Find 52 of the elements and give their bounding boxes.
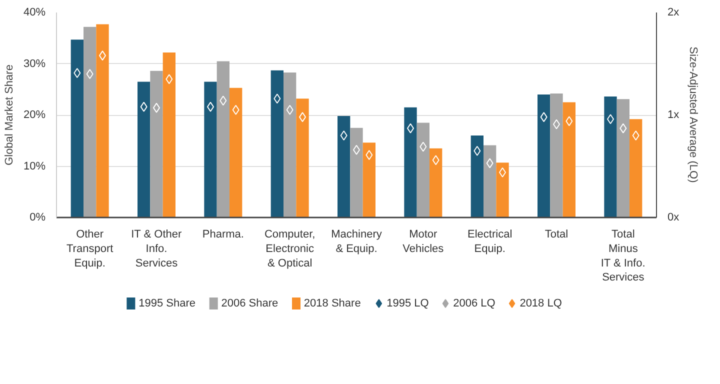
x-tick-label: Machinery & Equip. bbox=[331, 228, 382, 255]
x-tick-label: Total Minus IT & Info. Services bbox=[600, 228, 646, 284]
bar bbox=[616, 99, 630, 218]
y2-axis-title: Size-Adjusted Average (LQ) bbox=[687, 46, 700, 183]
legend-label: 2006 LQ bbox=[453, 298, 496, 310]
bar bbox=[204, 82, 217, 218]
bar bbox=[404, 107, 417, 218]
bar bbox=[416, 122, 430, 218]
y2-tick-label: 2x bbox=[668, 6, 680, 18]
bar bbox=[270, 70, 284, 218]
bar bbox=[484, 145, 496, 218]
legend-label: 1995 Share bbox=[138, 298, 196, 310]
legend-label: 2006 Share bbox=[221, 298, 278, 310]
bar bbox=[562, 102, 576, 218]
bar bbox=[630, 119, 642, 218]
bar bbox=[284, 72, 296, 218]
bar bbox=[470, 136, 484, 218]
bar bbox=[538, 94, 550, 218]
bar bbox=[230, 88, 242, 218]
x-tick-label: Other Transport Equip. bbox=[66, 228, 114, 270]
legend-label: 1995 LQ bbox=[386, 298, 430, 310]
x-tick-label: Total bbox=[544, 228, 568, 240]
bar bbox=[162, 52, 176, 218]
bar bbox=[362, 142, 376, 218]
y2-tick-label: 0x bbox=[668, 212, 680, 224]
bar bbox=[84, 26, 96, 218]
bar bbox=[338, 116, 350, 218]
bar bbox=[70, 40, 84, 218]
y-tick-label: 20% bbox=[23, 109, 46, 121]
y2-tick-label: 1x bbox=[668, 109, 680, 121]
bar bbox=[150, 70, 163, 218]
bar bbox=[604, 96, 617, 218]
bar bbox=[296, 98, 309, 218]
bar bbox=[96, 24, 109, 218]
bar bbox=[550, 93, 563, 218]
bar bbox=[138, 82, 150, 218]
y-axis-title: Global Market Share bbox=[3, 64, 16, 166]
bar bbox=[216, 61, 230, 218]
bar bbox=[496, 162, 509, 218]
x-tick-label: Computer, Electronic & Optical bbox=[264, 228, 316, 270]
x-tick-label: Pharma. bbox=[202, 228, 244, 240]
legend-label: 2018 Share bbox=[304, 298, 361, 310]
bar bbox=[350, 128, 363, 218]
legend-label: 2018 LQ bbox=[520, 298, 562, 310]
y-tick-label: 30% bbox=[23, 58, 46, 70]
bar bbox=[430, 148, 442, 218]
x-tick-label: IT & Other Info. Services bbox=[131, 228, 182, 270]
y-tick-label: 0% bbox=[30, 212, 46, 224]
y-tick-label: 40% bbox=[23, 6, 46, 18]
x-tick-label: Electrical Equip. bbox=[468, 228, 512, 255]
y-tick-label: 10% bbox=[23, 160, 46, 172]
x-tick-label: Motor Vehicles bbox=[402, 228, 444, 255]
